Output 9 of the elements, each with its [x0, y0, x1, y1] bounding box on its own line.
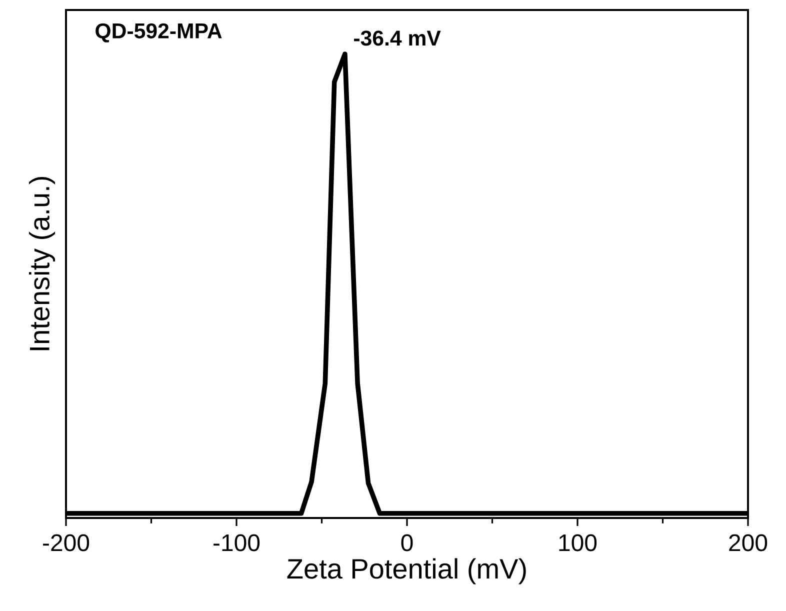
- x-tick-label: 0: [401, 534, 413, 552]
- x-tick-label: 200: [729, 534, 768, 552]
- text: QD-592-MPA: [96, 23, 222, 42]
- x-tick-label: 100: [559, 534, 597, 552]
- y-axis-title: Intensity (a.u.): [28, 177, 56, 350]
- x-tick-label: -100: [214, 534, 260, 552]
- x-tick-label: -200: [43, 534, 90, 552]
- x-axis-title: Zeta Potential (mV): [287, 558, 526, 584]
- annotation: -36.4 mV: [354, 30, 441, 46]
